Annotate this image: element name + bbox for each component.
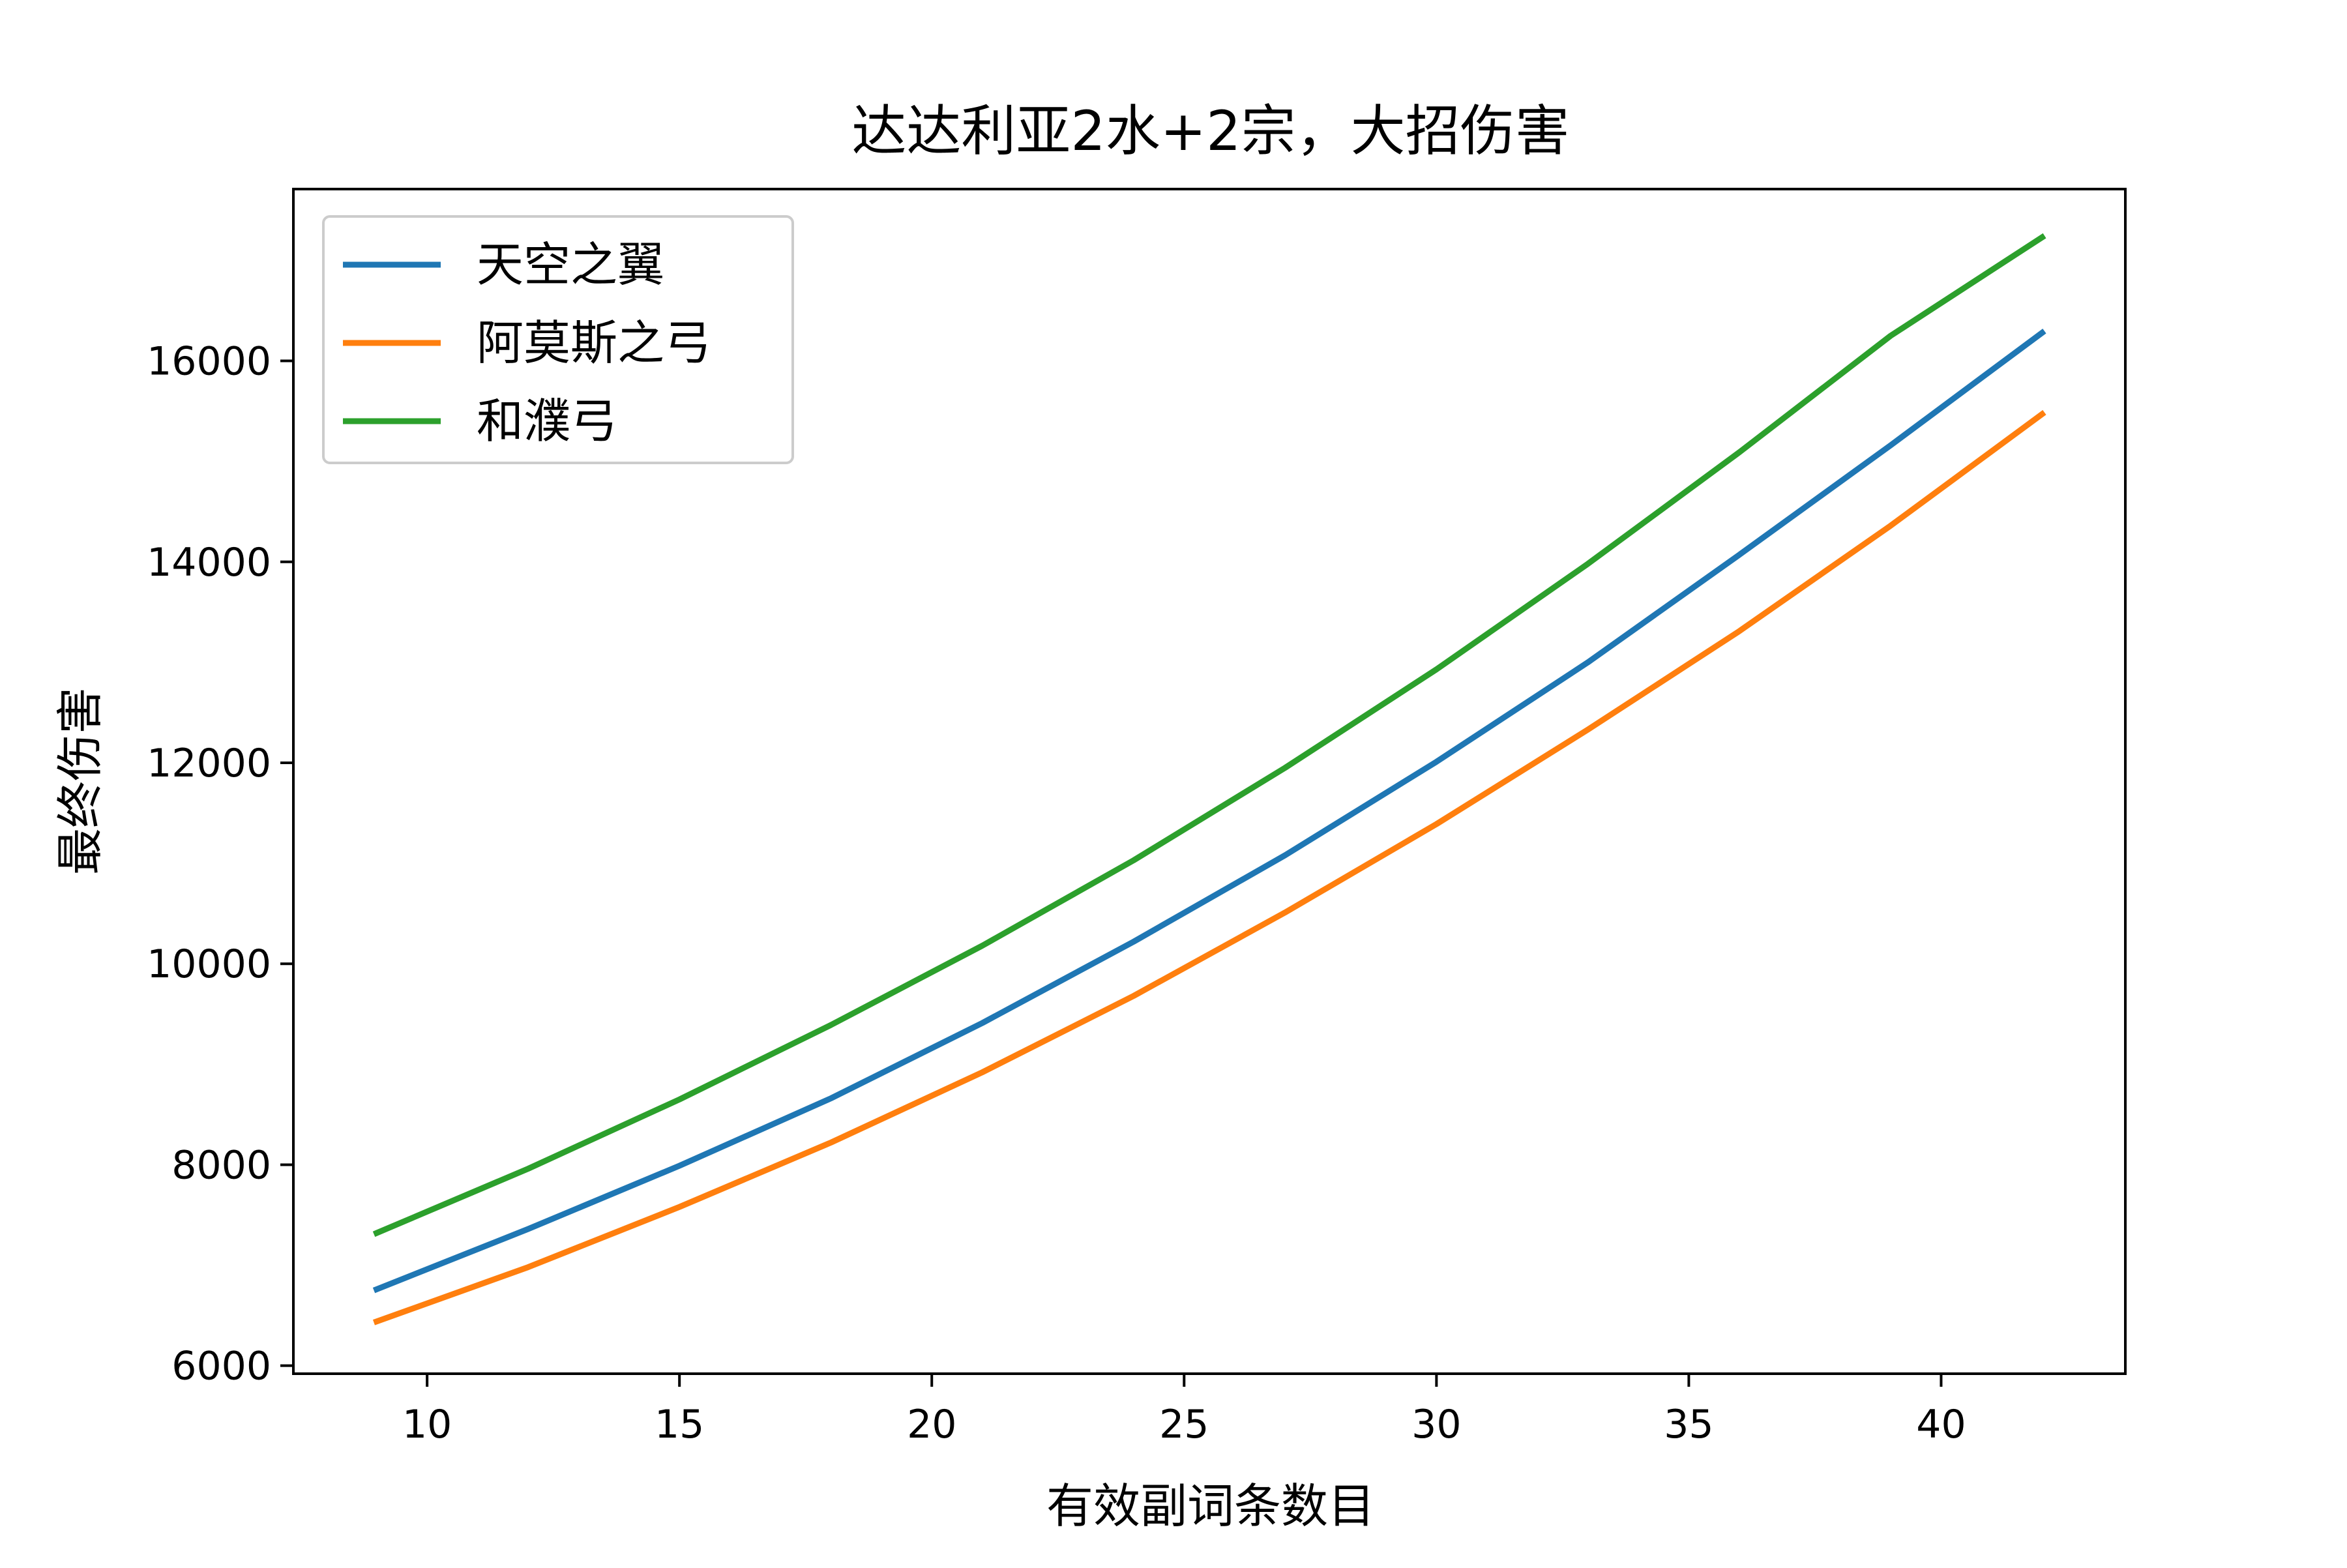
y-tick-label: 10000 bbox=[147, 941, 271, 987]
plot-frame bbox=[292, 188, 2127, 1375]
legend-label-0: 天空之翼 bbox=[477, 237, 664, 292]
x-tick-label: 40 bbox=[1916, 1402, 1966, 1447]
y-tick-label: 14000 bbox=[147, 540, 271, 585]
series-line-0 bbox=[372, 329, 2046, 1294]
x-tick-label: 25 bbox=[1159, 1402, 1209, 1447]
x-tick-label: 35 bbox=[1664, 1402, 1713, 1447]
legend-label-2: 和濮弓 bbox=[477, 394, 617, 449]
y-tick-label: 16000 bbox=[147, 339, 271, 385]
series-layer bbox=[372, 233, 2046, 1325]
chart-title: 达达利亚2水+2宗，大招伤害 bbox=[851, 99, 1569, 163]
x-tick-label: 20 bbox=[907, 1402, 956, 1447]
series-line-2 bbox=[372, 233, 2046, 1237]
y-tick-label: 6000 bbox=[171, 1344, 271, 1389]
x-axis: 10 15 20 25 30 35 40 bbox=[402, 1374, 1966, 1447]
legend-box bbox=[322, 215, 794, 464]
y-tick-label: 8000 bbox=[171, 1142, 271, 1188]
y-axis: 6000 8000 10000 12000 14000 16000 bbox=[147, 339, 293, 1389]
x-tick-label: 15 bbox=[655, 1402, 704, 1447]
y-tick-label: 12000 bbox=[147, 741, 271, 786]
x-tick-label: 10 bbox=[402, 1402, 452, 1447]
x-axis-label: 有效副词条数目 bbox=[1046, 1479, 1375, 1533]
series-line-1 bbox=[372, 409, 2046, 1325]
x-tick-label: 30 bbox=[1411, 1402, 1461, 1447]
y-axis-label: 最终伤害 bbox=[53, 687, 108, 875]
legend-label-1: 阿莫斯之弓 bbox=[477, 316, 711, 370]
